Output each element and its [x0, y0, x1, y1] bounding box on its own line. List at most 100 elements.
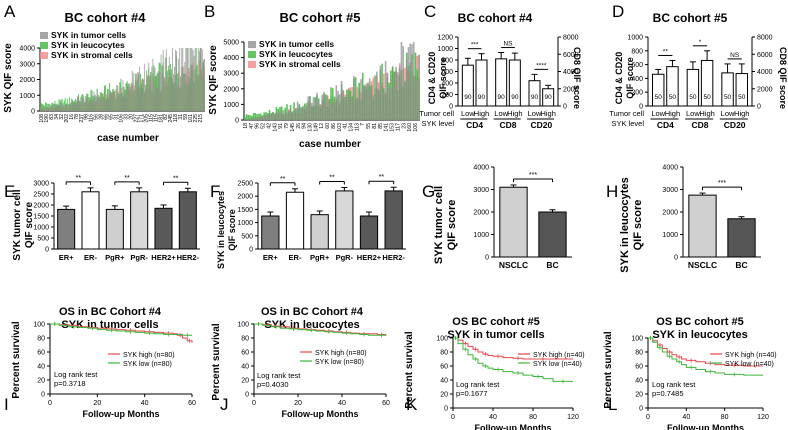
case-bar-syk-in-tumor-cells [47, 108, 49, 111]
case-bar-syk-in-tumor-cells [268, 113, 271, 120]
case-bar-syk-in-tumor-cells [178, 58, 180, 111]
case-bar-syk-in-tumor-cells [412, 42, 415, 120]
panel-i-y-label: Percent survival [11, 321, 22, 398]
panel-e-y-tick-label: 1000 [33, 225, 49, 232]
case-bar-syk-in-tumor-cells [124, 94, 126, 111]
case-bar-syk-in-tumor-cells [52, 107, 54, 111]
category-bar [154, 207, 173, 250]
case-number-tick-label: 56 [94, 114, 100, 120]
case-bar-syk-in-leucocytes [256, 114, 258, 120]
case-bar-syk-in-tumor-cells [296, 101, 299, 120]
case-bar-syk-in-tumor-cells [92, 101, 94, 111]
case-bar-syk-in-tumor-cells [277, 113, 280, 120]
panel-g-y-label: SYK tumor cell [433, 186, 445, 264]
case-bar-syk-in-tumor-cells [184, 61, 186, 111]
category-label: HER2+ [151, 253, 176, 262]
case-bar-syk-in-tumor-cells [344, 96, 346, 120]
case-bar-syk-in-tumor-cells [379, 65, 382, 120]
case-number-tick-label: 181 [158, 114, 164, 123]
case-bar-syk-in-tumor-cells [173, 74, 174, 111]
case-bar-syk-in-tumor-cells [194, 48, 196, 111]
panel-i-x-tick-label: 20 [93, 400, 101, 407]
legend-entry: SYK high (n=80) [123, 352, 175, 359]
case-bar-syk-in-tumor-cells [361, 90, 364, 120]
significance-marker: *** [529, 172, 537, 179]
case-number-tick-label: 55 [366, 123, 372, 129]
legend-entry: SYK in stromal cells [51, 50, 133, 60]
panel-k-x-label: Follow-up Months [475, 423, 552, 430]
panel-letter-l: L [608, 395, 617, 414]
panel-l-title: SYK in leucocytes [652, 329, 747, 341]
case-bar-syk-in-tumor-cells [340, 80, 343, 120]
case-bar-syk-in-tumor-cells [169, 73, 171, 111]
stat-test-label: Log rank test [456, 380, 500, 389]
category-label: PgR- [336, 253, 354, 262]
category-label: PgR- [130, 253, 148, 262]
case-bar-syk-in-tumor-cells [55, 105, 57, 111]
case-bar-syk-in-tumor-cells [251, 118, 253, 120]
sample-size-label: 50 [655, 94, 663, 101]
panel-k-y-tick-label: 80 [440, 350, 448, 357]
syk-level-label: Low [651, 109, 665, 118]
case-number-tick-label: 143 [272, 123, 278, 132]
panel-j-title: OS in BC Cohort #4 [261, 306, 364, 318]
panel-c-y2-tick-label: 2000 [563, 86, 579, 93]
significance-marker: ** [329, 174, 335, 181]
case-bar-syk-in-tumor-cells [167, 86, 169, 111]
category-label: ER+ [59, 253, 74, 262]
case-bar-syk-in-tumor-cells [189, 48, 191, 111]
case-number-tick-label: 202 [64, 114, 70, 123]
case-number-tick-label: 106 [119, 114, 125, 123]
case-bar-syk-in-tumor-cells [62, 103, 64, 111]
case-bar-syk-in-tumor-cells [360, 79, 362, 120]
case-bar-syk-in-tumor-cells [79, 100, 81, 111]
case-bar-syk-in-tumor-cells [270, 114, 272, 120]
panel-c-y2-tick-label: 8000 [563, 35, 579, 42]
case-bar-syk-in-tumor-cells [125, 89, 127, 111]
panel-f-y-tick-label: 2500 [237, 181, 253, 188]
case-bar-syk-in-tumor-cells [324, 101, 327, 120]
panel-b-y-tick-label: 0 [235, 118, 239, 125]
significance-marker: ** [280, 176, 286, 183]
immune-bar [652, 73, 665, 107]
case-bar-syk-in-tumor-cells [139, 66, 140, 111]
case-number-tick-label: 78 [74, 114, 80, 120]
panel-a-y-tick-label: 1000 [19, 93, 35, 100]
case-bar-syk-in-tumor-cells [346, 93, 348, 120]
case-bar-syk-in-tumor-cells [69, 103, 71, 111]
legend-swatch [248, 61, 256, 68]
case-bar-syk-in-tumor-cells [66, 103, 68, 111]
case-number-tick-label: 34 [54, 114, 60, 120]
panel-l-x-tick-label: 0 [646, 414, 650, 421]
panel-b-x-label: case number [299, 139, 361, 150]
panel-k-y-label: Percent survival [404, 331, 415, 408]
case-bar-syk-in-tumor-cells [108, 89, 109, 111]
case-bar-syk-in-tumor-cells [65, 104, 67, 111]
panel-h-y-tick-label: 2000 [662, 210, 678, 217]
legend-swatch [248, 51, 256, 58]
case-number-tick-label: 33 [123, 114, 129, 120]
panel-f-y-label: SYK in leucocytes [216, 191, 226, 269]
immune-bar [735, 73, 748, 107]
case-bar-syk-in-tumor-cells [354, 100, 357, 120]
case-number-tick-label: 7 [360, 123, 366, 126]
case-bar-syk-in-leucocytes [247, 114, 250, 120]
case-bar-syk-in-tumor-cells [141, 91, 142, 111]
panel-c-y-label: QIF score [438, 57, 448, 99]
legend-entry: SYK in leucocytes [259, 49, 333, 59]
case-bar-syk-in-tumor-cells [312, 97, 315, 120]
case-number-tick-label: 245 [168, 114, 174, 123]
case-bar-syk-in-tumor-cells [112, 91, 114, 111]
case-bar-syk-in-tumor-cells [163, 77, 165, 111]
category-label: HER2- [382, 253, 405, 262]
panel-g-y-tick-label: 2000 [473, 210, 489, 217]
case-bar-syk-in-tumor-cells [177, 83, 179, 111]
syk-level-label: High [665, 109, 680, 118]
case-bar-syk-in-tumor-cells [279, 110, 281, 120]
case-bar-syk-in-tumor-cells [161, 73, 163, 111]
case-bar-syk-in-tumor-cells [333, 102, 336, 120]
panel-d-y-label: QIF score [625, 57, 635, 99]
case-bar-syk-in-leucocytes [64, 97, 66, 111]
category-label: PgR+ [105, 253, 125, 262]
category-label: BC [735, 260, 747, 270]
